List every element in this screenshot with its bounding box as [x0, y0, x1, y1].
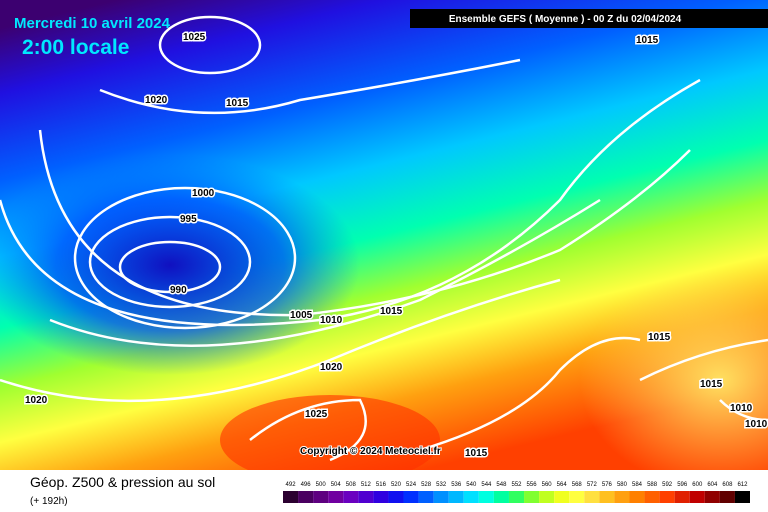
scale-label: 588 — [647, 482, 658, 488]
scale-label: 524 — [406, 482, 417, 488]
isobar-label: 990 — [170, 285, 187, 296]
header: Ensemble GEFS ( Moyenne ) - 00 Z du 02/0… — [449, 14, 682, 25]
scale-swatch — [373, 491, 389, 503]
isobar-label: 1015 — [226, 98, 249, 109]
scale-label: 512 — [361, 482, 372, 488]
hot-area — [220, 395, 440, 485]
isobar-label: 1015 — [700, 379, 723, 390]
header-box — [410, 9, 768, 28]
scale-label: 540 — [466, 482, 477, 488]
isobar-label: 1015 — [465, 448, 488, 459]
scale-label: 536 — [451, 482, 462, 488]
scale-label: 596 — [677, 482, 688, 488]
scale-label: 580 — [617, 482, 628, 488]
isobar-label: 1015 — [636, 35, 659, 46]
scale-label: 528 — [421, 482, 432, 488]
scale-label: 552 — [511, 482, 522, 488]
scale-label: 576 — [602, 482, 613, 488]
scale-label: 508 — [346, 482, 357, 488]
scale-label: 504 — [331, 482, 342, 488]
scale-label: 612 — [737, 482, 748, 488]
scale-swatch — [478, 491, 494, 503]
isobar-label: 995 — [180, 214, 197, 225]
scale-label: 516 — [376, 482, 387, 488]
scale-swatch — [659, 491, 675, 503]
isobar-label: 1025 — [183, 32, 206, 43]
scale-label: 568 — [572, 482, 583, 488]
scale-swatch — [463, 491, 479, 503]
scale-swatch — [704, 491, 720, 503]
footer-subtitle: (+ 192h) — [30, 496, 68, 507]
scale-swatch — [448, 491, 464, 503]
isobars — [0, 15, 768, 462]
scale-swatch — [674, 491, 690, 503]
scale-label: 572 — [587, 482, 598, 488]
scale-label: 532 — [436, 482, 447, 488]
isobar-label: 1015 — [648, 332, 671, 343]
scale-swatch — [524, 491, 540, 503]
scale-swatch — [358, 491, 374, 503]
scale-swatch — [433, 491, 449, 503]
scale-label: 608 — [722, 482, 733, 488]
isobar-label: 1015 — [380, 306, 403, 317]
scale-swatch — [644, 491, 660, 503]
scale-label: 500 — [316, 482, 327, 488]
subtitle: 2:00 locale — [22, 36, 129, 59]
scale-swatch — [328, 491, 344, 503]
low-area — [0, 155, 360, 375]
footer-title: Géop. Z500 & pression au sol — [30, 474, 215, 490]
isobar-label: 1020 — [25, 395, 48, 406]
scale-label: 564 — [557, 482, 568, 488]
scale-label: 544 — [481, 482, 492, 488]
copyright: Copyright © 2024 Meteociel.fr — [300, 446, 441, 457]
title: Mercredi 10 avril 2024 — [14, 15, 171, 32]
scale-swatch — [539, 491, 555, 503]
isobar-label: 1010 — [320, 315, 343, 326]
scale-swatch — [298, 491, 314, 503]
isobar-label: 1010 — [730, 403, 753, 414]
scale-label: 600 — [692, 482, 703, 488]
scale-swatch — [508, 491, 525, 503]
high-area — [580, 270, 768, 490]
scale-label: 604 — [707, 482, 718, 488]
scale-swatch — [313, 491, 329, 503]
scale-label: 548 — [496, 482, 507, 488]
scale-swatch — [569, 491, 585, 503]
scale-label: 584 — [632, 482, 643, 488]
scale-swatch — [599, 491, 615, 503]
scale-swatch — [493, 491, 509, 503]
scale-swatch — [554, 491, 570, 503]
scale-swatch — [418, 491, 434, 503]
scale-swatch — [629, 491, 645, 503]
scale-label: 560 — [542, 482, 553, 488]
isobar-label: 1020 — [145, 95, 168, 106]
scale-swatch — [734, 491, 750, 503]
scale-label: 520 — [391, 482, 402, 488]
scale-swatch — [719, 491, 735, 503]
scale-swatch — [403, 491, 419, 503]
isobar-label: 1000 — [192, 188, 215, 199]
scale-label: 592 — [662, 482, 673, 488]
isobar-label: 1010 — [745, 419, 768, 430]
isobar-label: 1025 — [305, 409, 328, 420]
scale-swatch — [283, 491, 299, 503]
scale-swatch — [614, 491, 630, 503]
scale-swatch — [689, 491, 705, 503]
isobar-label: 1020 — [320, 362, 343, 373]
scale-label: 492 — [286, 482, 297, 488]
scale-swatch — [388, 491, 404, 503]
scale-swatch — [584, 491, 600, 503]
isobar-label: 1005 — [290, 310, 313, 321]
scale-label: 496 — [301, 482, 312, 488]
scale-swatch — [343, 491, 359, 503]
scale-label: 556 — [527, 482, 538, 488]
